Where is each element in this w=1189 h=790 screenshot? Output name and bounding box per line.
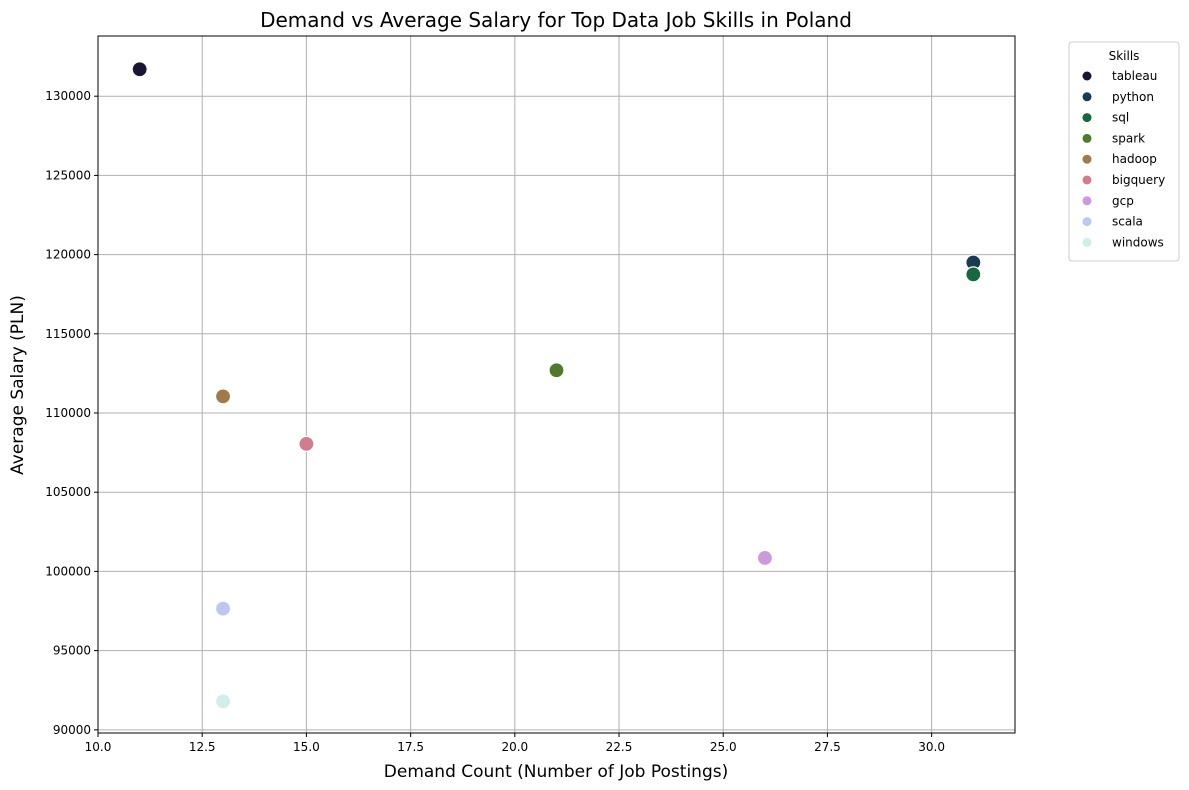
y-tick-label: 115000: [45, 327, 91, 341]
x-tick-label: 12.5: [189, 740, 216, 754]
y-tick-label: 90000: [53, 723, 91, 737]
legend-marker-sql: [1082, 113, 1092, 123]
data-point-scala: [214, 600, 232, 617]
legend-label-windows: windows: [1112, 235, 1164, 249]
y-tick-label: 95000: [53, 644, 91, 658]
legend-marker-tableau: [1082, 71, 1092, 81]
legend-box: [1068, 41, 1180, 262]
x-tick-label: 10.0: [85, 740, 112, 754]
plot-frame: [97, 35, 1016, 734]
legend-label-spark: spark: [1112, 131, 1145, 145]
data-point-bigquery: [298, 435, 315, 453]
legend-label-tableau: tableau: [1112, 69, 1157, 83]
legend-marker-scala: [1082, 217, 1092, 227]
x-tick-label: 20.0: [501, 740, 528, 754]
data-point-spark: [548, 362, 565, 379]
legend-label-sql: sql: [1112, 111, 1129, 125]
grid-lines: [97, 36, 1015, 733]
axis-ticks: 10.0 12.5 15.0 17.5 20.0 22.5 25.0 27.5 30.0 9000…: [45, 89, 945, 754]
legend-marker-gcp: [1082, 196, 1092, 206]
legend-label-hadoop: hadoop: [1112, 152, 1157, 166]
y-tick-label: 105000: [45, 485, 91, 499]
y-tick-label: 125000: [45, 168, 91, 182]
y-tick-label: 100000: [45, 564, 91, 578]
legend: Skills tableau python sql spark hadoop bigque…: [1068, 41, 1180, 262]
legend-marker-windows: [1082, 237, 1092, 247]
x-axis-label: Demand Count (Number of Job Postings): [384, 762, 728, 782]
data-points: [131, 61, 982, 710]
data-point-sql: [965, 266, 982, 283]
x-tick-label: 30.0: [918, 740, 945, 754]
data-point-hadoop: [214, 388, 232, 405]
chart-title: Demand vs Average Salary for Top Data Jo…: [260, 8, 852, 32]
data-point-windows: [214, 693, 232, 710]
x-tick-label: 27.5: [814, 740, 841, 754]
x-tick-label: 17.5: [397, 740, 424, 754]
legend-label-bigquery: bigquery: [1112, 173, 1165, 187]
y-axis-label: Average Salary (PLN): [8, 295, 28, 475]
y-tick-label: 110000: [45, 406, 91, 420]
legend-label-scala: scala: [1112, 215, 1143, 229]
legend-items: tableau python sql spark hadoop bigquery gcp sc…: [1082, 69, 1165, 249]
y-tick-label: 130000: [45, 89, 91, 103]
legend-marker-spark: [1082, 133, 1092, 143]
data-point-gcp: [756, 549, 774, 567]
x-tick-label: 22.5: [606, 740, 633, 754]
legend-label-python: python: [1112, 90, 1154, 104]
data-point-tableau: [131, 61, 148, 78]
x-tick-label: 25.0: [710, 740, 737, 754]
legend-marker-hadoop: [1082, 154, 1092, 164]
legend-label-gcp: gcp: [1112, 194, 1134, 208]
legend-marker-bigquery: [1082, 175, 1092, 185]
y-tick-label: 120000: [45, 248, 91, 262]
x-tick-label: 15.0: [293, 740, 320, 754]
legend-title: Skills: [1109, 49, 1140, 63]
legend-marker-python: [1082, 92, 1092, 102]
